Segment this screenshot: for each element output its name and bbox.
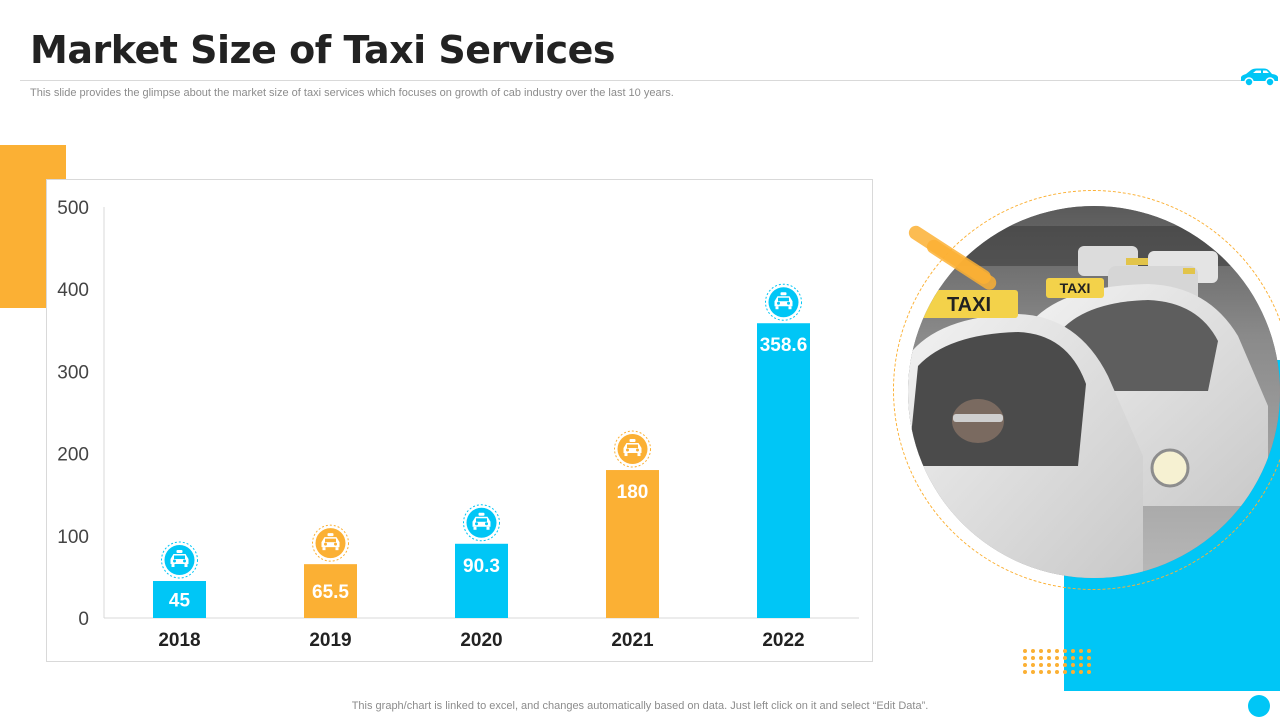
bar-data-label: 180 (617, 482, 649, 503)
bar (153, 581, 206, 618)
bar-data-label: 358.6 (760, 335, 808, 356)
y-tick-label: 400 (57, 280, 89, 301)
svg-text:TAXI: TAXI (947, 294, 991, 316)
car-icon (1241, 68, 1278, 87)
x-tick-label: 2022 (762, 630, 804, 651)
bar (304, 564, 357, 618)
y-tick-label: 200 (57, 445, 89, 466)
taxi-icon (463, 504, 500, 542)
bar (757, 323, 810, 618)
bar-data-label: 65.5 (312, 582, 349, 603)
corner-dot (1248, 695, 1270, 717)
bar (606, 470, 659, 618)
taxi-icon (161, 541, 198, 579)
y-tick-label: 100 (57, 527, 89, 548)
slide-title: Market Size of Taxi Services (30, 28, 616, 72)
dashed-ring (893, 190, 1280, 590)
svg-text:TAXI: TAXI (1060, 280, 1091, 296)
taxi-icon (614, 430, 651, 468)
x-tick-label: 2018 (158, 630, 200, 651)
y-tick-label: 300 (57, 362, 89, 383)
taxi-icon (765, 283, 802, 321)
bar-chart[interactable]: 0 100 200 300 400 500 45 2018 65.5 2019 90.3 2020 18… (46, 179, 873, 662)
slide-subtitle: This slide provides the glimpse about th… (30, 87, 674, 99)
x-tick-label: 2019 (309, 630, 351, 651)
x-tick-label: 2021 (611, 630, 654, 651)
y-tick-label: 0 (78, 609, 89, 630)
bar-chart-canvas: 0 100 200 300 400 500 45 2018 65.5 2019 90.3 2020 18… (57, 198, 859, 651)
footer-note: This graph/chart is linked to excel, and… (351, 700, 929, 712)
y-tick-label: 500 (57, 198, 89, 219)
bar (455, 543, 508, 618)
x-tick-label: 2020 (460, 630, 502, 651)
bar-data-label: 90.3 (463, 556, 500, 577)
bar-data-label: 45 (169, 591, 191, 612)
title-divider (20, 80, 1260, 81)
taxi-icon (312, 524, 349, 562)
dot-pattern (1023, 649, 1091, 674)
